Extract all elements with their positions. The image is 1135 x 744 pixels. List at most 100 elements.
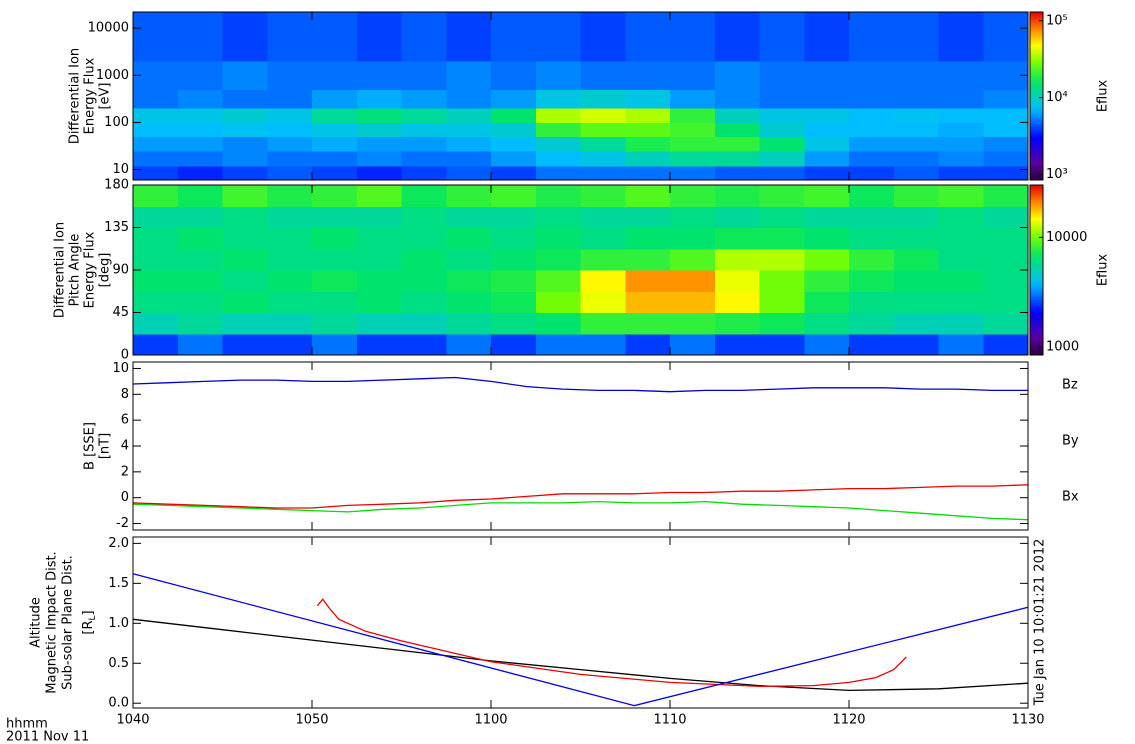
spectrogram-cell [804,227,850,250]
series-line [132,500,1029,521]
spectrogram-cell [356,206,402,228]
spectrogram-cell [759,333,805,356]
spectrogram-cell [267,248,313,271]
spectrogram-cell [759,89,805,109]
spectrogram-cell [893,248,939,271]
spectrogram-cell [580,165,626,181]
spectrogram-cell [893,12,939,62]
spectrogram-cell [312,89,358,109]
spectrogram-cell [849,122,895,138]
spectrogram-cell [580,150,626,167]
spectrogram-cell [759,270,805,292]
spectrogram-cell [222,61,268,90]
spectrogram-cell [983,165,1029,181]
spectrogram-cell [670,185,716,207]
spectrogram-cell [893,150,939,167]
spectrogram-cell [446,270,492,292]
spectrogram-cell [714,61,760,90]
spectrogram-cell [356,61,402,90]
spectrogram-cell [491,61,537,90]
panel: 0.0 0.5 1.0 1.5 2.0 1040 1050 1100 1110 1120 1130 A… [6,536,1048,744]
series-line [132,618,1029,692]
spectrogram-cell [893,333,939,356]
legend-label: Bx [1062,490,1079,505]
spectrogram-cell [401,108,447,123]
plot-frame [132,536,1029,709]
spectrogram-cell [625,270,671,292]
spectrogram-cell [759,291,805,313]
spectrogram-cell [625,150,671,167]
plot-frame [132,361,1029,531]
y-tick-label: 0 [121,490,129,505]
spectrogram-cell [893,291,939,313]
spectrogram-cell [849,12,895,62]
spectrogram-cell [356,136,402,152]
spectrogram-cell [893,61,939,90]
spectrogram-cell [849,89,895,109]
y-tick-label: 135 [104,220,129,235]
spectrogram-cell [804,312,850,335]
spectrogram-cell [580,270,626,292]
spectrogram-cell [133,122,179,138]
spectrogram-cell [491,165,537,181]
spectrogram-cell [446,61,492,90]
spectrogram-cell [222,150,268,167]
spectrogram-cell [849,312,895,335]
spectrogram-cell [267,291,313,313]
y-axis-label: B [SSE] [83,422,98,470]
spectrogram-cell [356,227,402,250]
spectrogram-cell [222,291,268,313]
spectrogram-cell [222,206,268,228]
spectrogram-cell [401,185,447,207]
spectrogram-cell [804,248,850,271]
spectrogram-cell [222,312,268,335]
spectrogram-cell [804,136,850,152]
spectrogram-cell [312,136,358,152]
spectrogram-cell [446,89,492,109]
spectrogram-cell [938,270,984,292]
spectrogram-cell [222,248,268,271]
spectrogram-cell [804,270,850,292]
spectrogram-cell [804,333,850,356]
spectrogram-cell [535,12,581,62]
spectrogram-cell [580,89,626,109]
spectrogram-cell [714,165,760,181]
spectrogram-cell [312,185,358,207]
spectrogram-cell [938,206,984,228]
spectrogram-cell [535,165,581,181]
spectrogram-cell [401,227,447,250]
spectrogram-cell [267,136,313,152]
y-axis-label: Energy Flux [83,57,98,134]
legend-label: Sub-solar Plane Dist. [61,555,76,690]
x-tick-label: 1100 [474,713,507,728]
spectrogram-cell [356,248,402,271]
spectrogram-cell [356,108,402,123]
colorbar [1029,11,1044,181]
spectrogram-cell [759,185,805,207]
spectrogram-cell [312,248,358,271]
spectrogram-cell [222,270,268,292]
spectrogram-cell [983,248,1029,271]
spectrogram-cell [849,136,895,152]
spectrogram-cell [222,165,268,181]
legend-label: Altitude [29,597,44,648]
spectrogram-cell [849,270,895,292]
spectrogram-cell [177,122,223,138]
spectrogram-cell [267,89,313,109]
spectrogram-cell [446,185,492,207]
spectrogram-cell [535,312,581,335]
spectrogram-cell [133,333,179,356]
y-tick-label: 1.5 [108,576,129,591]
y-axis-label: Differential Ion [53,222,68,318]
spectrogram-cell [312,12,358,62]
colorbar-tick-label: 1000 [1046,340,1079,355]
spectrogram-cell [759,312,805,335]
spectrogram-cell [580,227,626,250]
spectrogram-cell [312,333,358,356]
spectrogram-cell [177,165,223,181]
spectrogram-cell [938,333,984,356]
spectrogram-cell [849,248,895,271]
spectrogram-cell [670,333,716,356]
